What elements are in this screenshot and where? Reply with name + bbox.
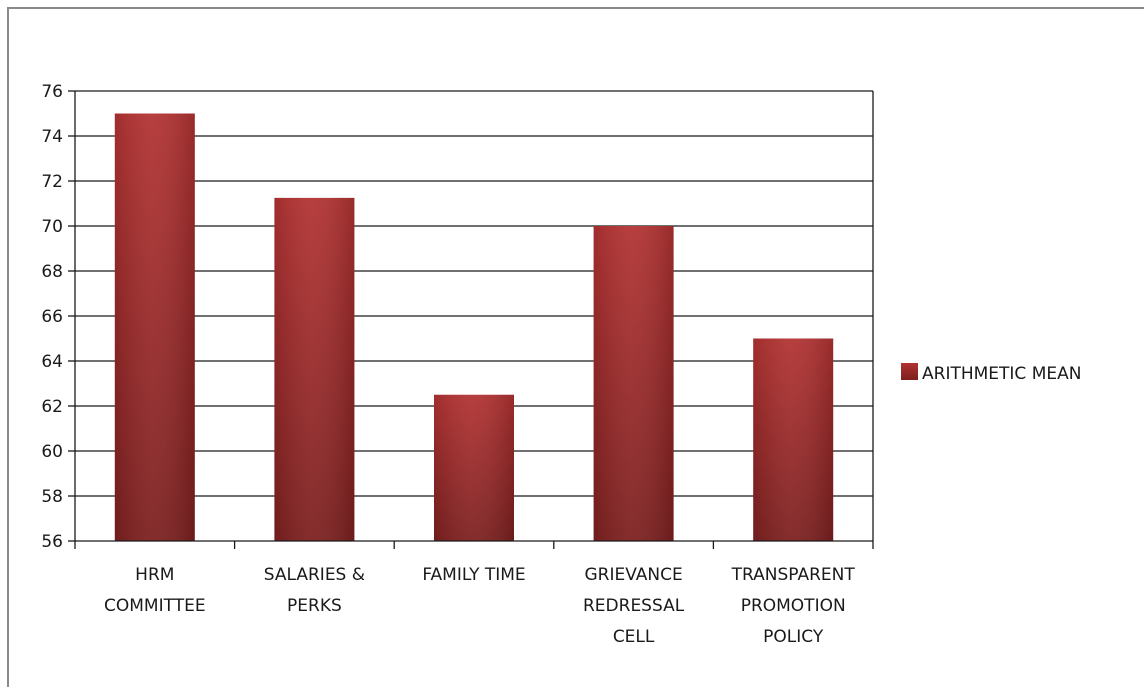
bar [593,226,674,541]
axes [68,90,874,549]
y-tick-label: 74 [41,127,63,147]
x-tick-label: POLICY [763,627,824,647]
x-tick-label: FAMILY TIME [422,565,525,585]
y-tick-label: 58 [41,487,63,507]
x-tick-label: TRANSPARENT [731,565,856,585]
legend: ARITHMETIC MEAN [901,363,1081,384]
bar-shade [753,338,834,541]
x-tick-label: GRIEVANCE [584,565,682,585]
x-tick-label: PERKS [287,596,342,616]
y-tick-labels: 56 58 60 62 64 66 68 70 72 74 76 [41,82,63,552]
y-tick-label: 76 [41,82,63,102]
bar-chart: 56 58 60 62 64 66 68 70 72 74 76 HRM COMMITTEE SALAR… [41,82,1081,647]
y-tick-label: 66 [41,307,63,327]
y-tick-label: 72 [41,172,63,192]
bar [274,197,355,541]
bar [434,394,514,541]
x-tick-label: SALARIES & [264,565,365,585]
legend-swatch [901,363,918,380]
bar-shade [434,394,514,541]
chart-frame [7,7,1144,687]
x-tick-label: COMMITTEE [104,596,206,616]
bar [114,113,195,541]
y-tick-label: 62 [41,397,63,417]
y-tick-label: 56 [41,532,63,552]
bar [753,338,834,541]
x-tick-labels: HRM COMMITTEE SALARIES & PERKS FAMILY TIME GR… [104,565,855,647]
bar-shade [114,113,195,541]
bars [114,113,834,541]
x-tick-label: REDRESSAL [583,596,685,616]
y-tick-label: 60 [41,442,63,462]
bar-shade [274,197,355,541]
x-tick-label: HRM [135,565,174,585]
y-tick-label: 64 [41,352,63,372]
x-tick-label: PROMOTION [741,596,846,616]
bar-shade [593,226,674,541]
x-tick-label: CELL [613,627,655,647]
legend-label: ARITHMETIC MEAN [922,364,1081,384]
y-tick-label: 70 [41,217,63,237]
y-tick-label: 68 [41,262,63,282]
